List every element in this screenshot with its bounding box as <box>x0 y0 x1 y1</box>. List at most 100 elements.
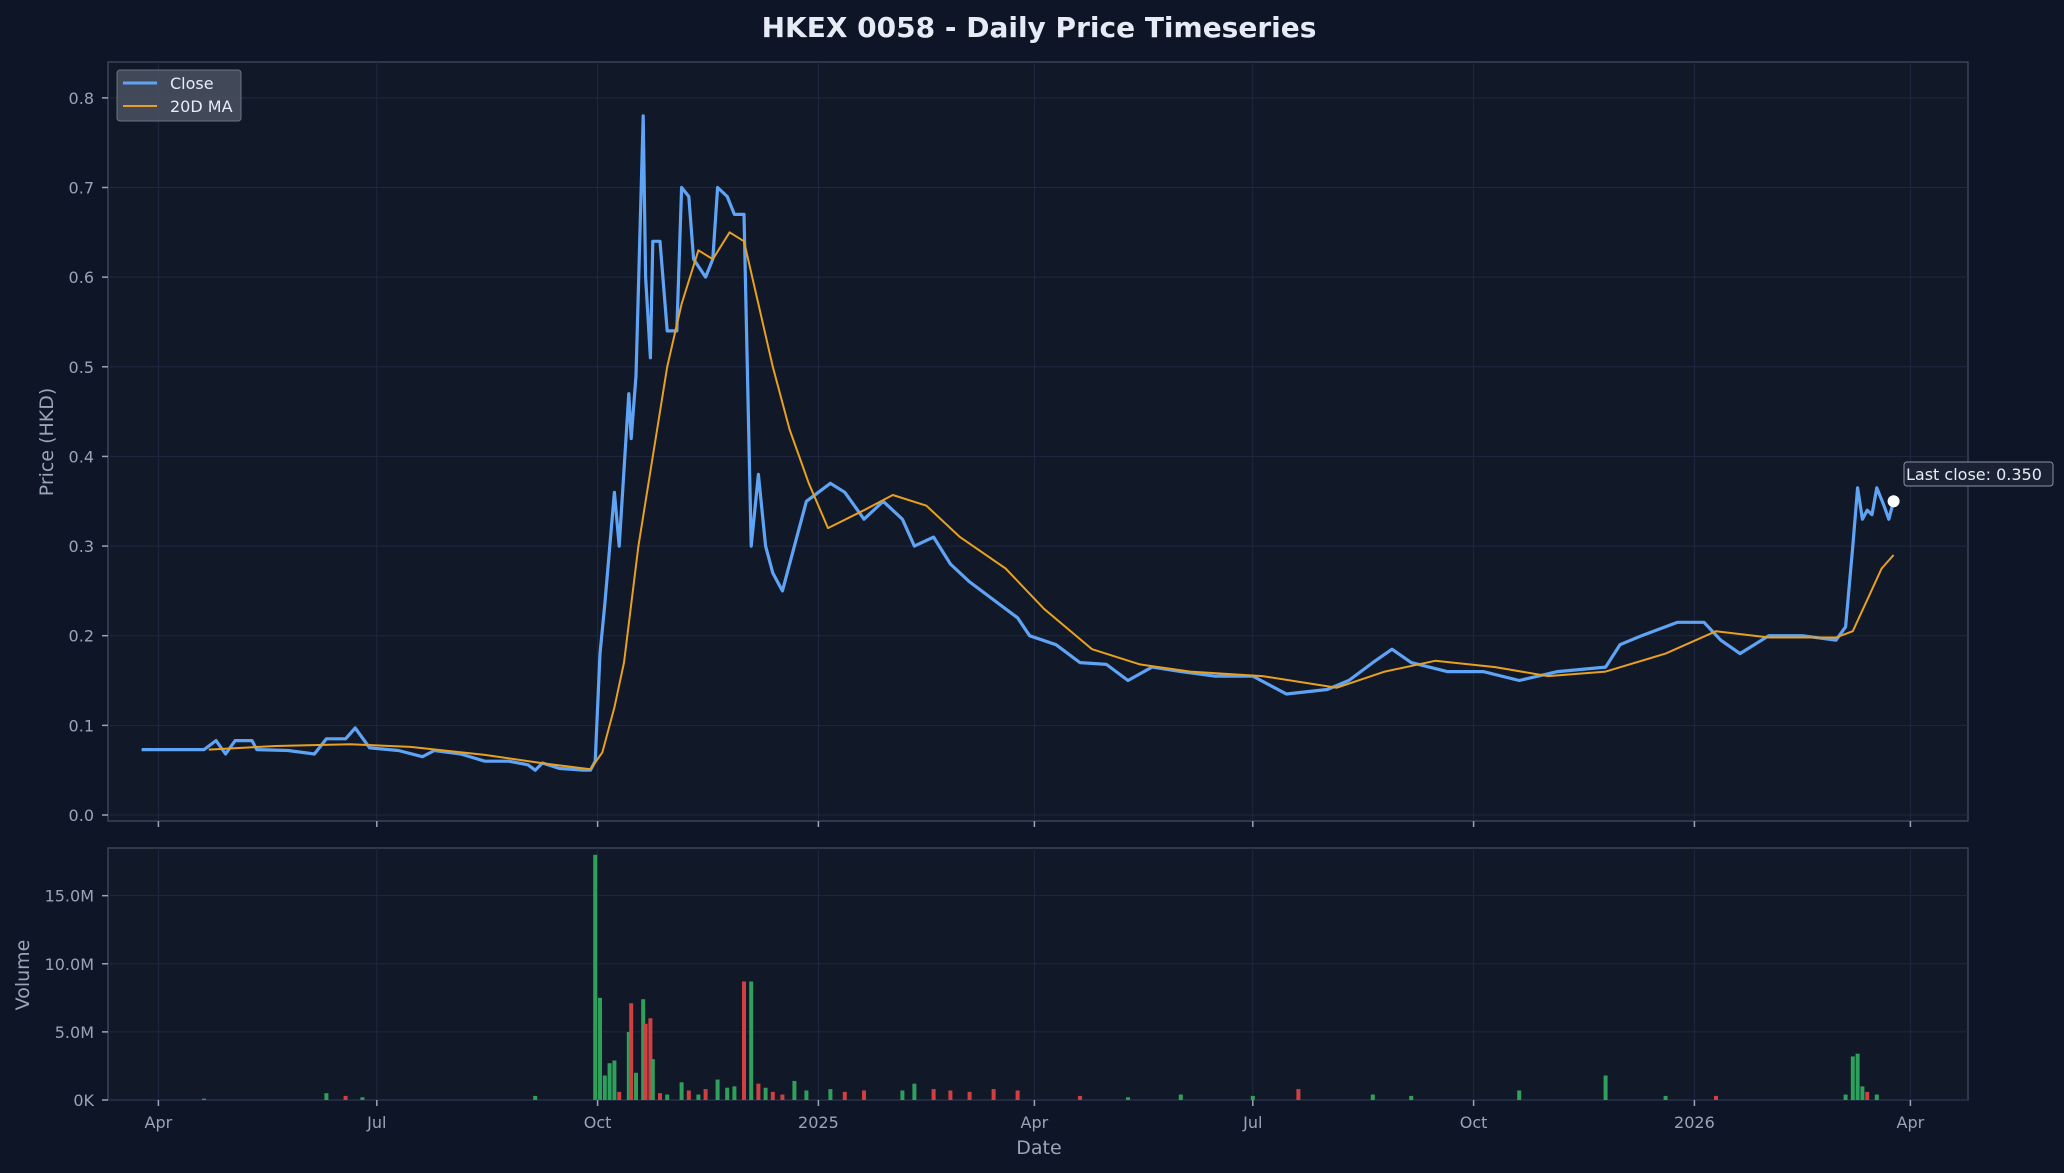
price-y-tick-label: 0.1 <box>69 716 94 735</box>
last-close-marker <box>1887 495 1900 508</box>
volume-bar <box>763 1087 768 1100</box>
legend: Close 20D MA <box>116 69 242 122</box>
volume-bars <box>202 854 1879 1100</box>
volume-bar <box>1860 1086 1865 1100</box>
volume-bar <box>780 1094 785 1100</box>
volume-y-tick-label: 5.0M <box>55 1023 94 1042</box>
volume-y-tick-label: 10.0M <box>45 955 94 974</box>
volume-bar <box>598 997 602 1100</box>
volume-bar <box>202 1098 206 1100</box>
price-y-tick-label: 0.5 <box>69 358 94 377</box>
price-y-tick-label: 0.3 <box>69 537 94 556</box>
volume-bar <box>1874 1094 1879 1100</box>
volume-bar <box>1126 1097 1130 1100</box>
volume-bar <box>612 1060 617 1100</box>
volume-bar <box>770 1091 775 1100</box>
volume-bar <box>967 1091 972 1100</box>
volume-bar <box>343 1095 348 1100</box>
volume-bar <box>602 1075 607 1100</box>
x-tick-label: Apr <box>1021 1113 1049 1132</box>
volume-bar <box>828 1089 833 1100</box>
volume-bar <box>650 1059 655 1100</box>
volume-bar <box>665 1094 670 1100</box>
last-close-box <box>1903 461 2054 487</box>
last-close-annotation: Last close: 0.350 <box>1887 461 2054 508</box>
volume-bar <box>804 1090 809 1100</box>
volume-bar <box>742 981 746 1100</box>
volume-bar <box>1663 1095 1668 1100</box>
price-y-tick-label: 0.0 <box>69 806 94 825</box>
x-tick-label: Jul <box>1242 1113 1262 1132</box>
volume-bar <box>696 1094 701 1100</box>
volume-bar <box>931 1089 936 1100</box>
volume-bar <box>842 1091 847 1100</box>
x-tick-label: Jul <box>366 1113 386 1132</box>
volume-bar <box>641 999 646 1100</box>
volume-bar <box>862 1090 866 1100</box>
volume-bar <box>1250 1095 1255 1100</box>
volume-bar <box>912 1083 917 1100</box>
price-y-tick-label: 0.7 <box>69 179 94 198</box>
x-tick-label: Oct <box>1460 1113 1488 1132</box>
volume-bar <box>533 1095 538 1100</box>
legend-label-ma: 20D MA <box>170 97 233 116</box>
volume-bar <box>324 1093 329 1100</box>
last-close-label: Last close: 0.350 <box>1906 465 2042 484</box>
volume-bar <box>648 1018 653 1100</box>
volume-bar <box>1178 1094 1183 1100</box>
volume-axis-label: Volume <box>12 940 34 1011</box>
x-tick-label: Apr <box>1897 1113 1925 1132</box>
axis-ticks: Apr Jul Oct 2025 Apr Jul Oct 2026 Apr 0.0 0.1 0.2 0.… <box>45 89 1925 1132</box>
chart-title: HKEX 0058 - Daily Price Timeseries <box>762 11 1317 44</box>
volume-bar <box>643 1023 648 1100</box>
volume-bar <box>1078 1095 1082 1100</box>
x-tick-label: Oct <box>584 1113 612 1132</box>
volume-bar <box>1409 1095 1414 1100</box>
volume-bar <box>948 1090 953 1100</box>
volume-bar <box>1714 1095 1718 1100</box>
volume-bar <box>749 981 754 1100</box>
volume-bar <box>1850 1056 1855 1100</box>
volume-bar <box>1517 1090 1522 1100</box>
volume-bar <box>1015 1090 1020 1100</box>
x-tick-label: Apr <box>145 1113 173 1132</box>
price-axis-label: Price (HKD) <box>36 388 58 497</box>
price-lines <box>141 114 1896 772</box>
volume-bar <box>1843 1094 1848 1100</box>
volume-y-tick-label: 0K <box>73 1091 94 1110</box>
date-axis-label: Date <box>1016 1137 1061 1159</box>
volume-bar <box>1370 1094 1375 1100</box>
volume-plot-area <box>107 847 1969 1101</box>
volume-bar <box>792 1080 797 1100</box>
x-tick-label: 2026 <box>1674 1113 1715 1132</box>
price-plot-area <box>107 61 1969 822</box>
close-price-line <box>141 114 1896 772</box>
volume-bar <box>634 1072 638 1100</box>
legend-label-close: Close <box>170 74 214 93</box>
volume-bar <box>629 1003 634 1100</box>
volume-bar <box>756 1083 761 1100</box>
volume-bar <box>703 1089 708 1100</box>
price-y-tick-label: 0.2 <box>69 627 94 646</box>
volume-bar <box>360 1097 365 1100</box>
x-tick-label: 2025 <box>798 1113 839 1132</box>
volume-bar <box>626 1031 631 1100</box>
price-y-tick-label: 0.6 <box>69 268 94 287</box>
volume-bar <box>1296 1089 1301 1100</box>
volume-bar <box>715 1079 720 1100</box>
volume-y-tick-label: 15.0M <box>45 887 94 906</box>
volume-bar <box>1865 1091 1870 1100</box>
ma20-line <box>208 231 1895 771</box>
volume-bar <box>607 1063 612 1100</box>
volume-bar <box>617 1091 622 1100</box>
volume-bar <box>679 1082 684 1100</box>
gridlines <box>108 62 1968 1101</box>
price-y-tick-label: 0.4 <box>69 447 94 466</box>
volume-bar <box>732 1086 737 1100</box>
volume-bar <box>900 1090 905 1100</box>
volume-bar <box>593 854 598 1100</box>
volume-bar <box>686 1090 691 1100</box>
price-y-tick-label: 0.8 <box>69 89 94 108</box>
volume-bar <box>991 1089 996 1100</box>
